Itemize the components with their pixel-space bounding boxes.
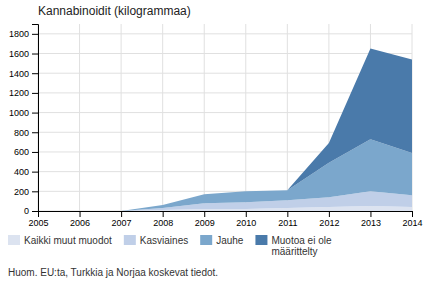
plot: 2005 2006 2007 2008 2009 2010 2011 2012 2013 2014…: [9, 24, 423, 228]
tick-mark: [32, 54, 38, 55]
tick-label: 1400: [9, 69, 29, 79]
tick-label: 200: [14, 187, 29, 197]
grid-line-y: [38, 33, 412, 34]
tick-mark: [32, 73, 38, 74]
tick: 2011: [278, 211, 297, 228]
tick-mark: [32, 152, 38, 153]
legend-item: Kaikki muut muodot: [8, 235, 112, 246]
tick: 200: [14, 187, 38, 197]
legend-label: Kaikki muut muodot: [24, 235, 112, 246]
tick-label: 2013: [361, 218, 381, 228]
tick-mark: [32, 211, 38, 212]
legend: Kaikki muut muodot Kasviaines Jauhe Muotoa …: [8, 235, 332, 257]
tick-label: 800: [14, 128, 29, 138]
tick-label: 2012: [319, 218, 339, 228]
grid-line-y: [38, 53, 412, 54]
tick: 2013: [361, 211, 381, 228]
tick-mark: [246, 211, 247, 217]
tick-mark: [370, 211, 371, 217]
tick-mark: [32, 34, 38, 35]
tick-mark: [412, 211, 413, 217]
tick-label: 1000: [9, 108, 29, 118]
tick: 2008: [153, 211, 173, 228]
tick-mark: [121, 211, 122, 217]
tick-label: 600: [14, 147, 29, 157]
y-axis: 0 200 400 600 800 1000 1200 1400 1600 1800: [9, 25, 39, 217]
legend-item: Kasviaines: [124, 235, 188, 246]
tick-label: 2010: [236, 218, 256, 228]
footnote: Huom. EU:ta, Turkkia ja Norjaa koskevat …: [8, 267, 218, 278]
legend-swatch: [255, 235, 267, 245]
tick-mark: [32, 132, 38, 133]
legend-item: Jauhe: [200, 235, 244, 246]
grid-line-x: [162, 24, 163, 211]
tick-label: 2008: [153, 218, 173, 228]
tick-label: 0: [24, 206, 29, 216]
tick-mark: [204, 211, 205, 217]
legend-swatch: [124, 235, 136, 245]
tick: 400: [14, 167, 38, 177]
tick-label: 1200: [9, 88, 29, 98]
tick-label: 2009: [195, 218, 215, 228]
legend-label: Kasviaines: [140, 235, 188, 246]
tick-mark: [80, 211, 81, 217]
legend-label: Muotoa ei olemäärittelty: [271, 235, 331, 257]
tick-mark: [32, 113, 38, 114]
tick-label: 2005: [28, 218, 48, 228]
tick: 2012: [319, 211, 339, 228]
tick: 2005: [28, 211, 48, 228]
grid: [38, 24, 412, 211]
grid-line-x: [79, 24, 80, 211]
axis-line: [32, 25, 39, 212]
tick: 1200: [9, 88, 38, 98]
tick: 2010: [236, 211, 256, 228]
grid-line-y: [38, 73, 412, 74]
tick-mark: [287, 211, 288, 217]
tick: 800: [14, 128, 38, 138]
tick-label: 1800: [9, 29, 29, 39]
grid-line-x: [287, 24, 288, 211]
tick-mark: [163, 211, 164, 217]
tick-mark: [329, 211, 330, 217]
x-axis: 2005 2006 2007 2008 2009 2010 2011 2012 2013 2014: [28, 211, 422, 228]
tick-label: 400: [14, 167, 29, 177]
tick: 2009: [195, 211, 215, 228]
tick-label: 2011: [278, 218, 297, 228]
areas: [38, 49, 412, 211]
grid-line-x: [204, 24, 205, 211]
tick: 2014: [402, 211, 422, 228]
tick-label: 2014: [402, 218, 422, 228]
area: [38, 49, 412, 211]
tick: 1400: [9, 69, 38, 79]
tick-label: 2006: [70, 218, 90, 228]
tick: 1000: [9, 108, 38, 118]
grid-line-x: [245, 24, 246, 211]
tick-mark: [32, 191, 38, 192]
tick: 600: [14, 147, 38, 157]
tick-label: 1600: [9, 49, 29, 59]
tick: 0: [24, 206, 38, 216]
tick: 2006: [70, 211, 90, 228]
axis-line: [39, 212, 413, 218]
legend-label: Jauhe: [216, 235, 244, 246]
legend-swatch: [8, 235, 20, 245]
tick-mark: [32, 172, 38, 173]
legend-item: Muotoa ei olemäärittelty: [255, 235, 331, 257]
area: [38, 139, 412, 211]
title: Kannabinoidit (kilogrammaa): [38, 4, 191, 18]
chart: 2005 2006 2007 2008 2009 2010 2011 2012 2013 2014…: [0, 0, 426, 281]
tick-label: 2007: [112, 218, 132, 228]
legend-swatch: [200, 235, 212, 245]
tick: 2007: [112, 211, 132, 228]
grid-line-x: [121, 24, 122, 211]
tick-mark: [32, 93, 38, 94]
tick: 1800: [9, 29, 38, 39]
tick: 1600: [9, 49, 38, 59]
